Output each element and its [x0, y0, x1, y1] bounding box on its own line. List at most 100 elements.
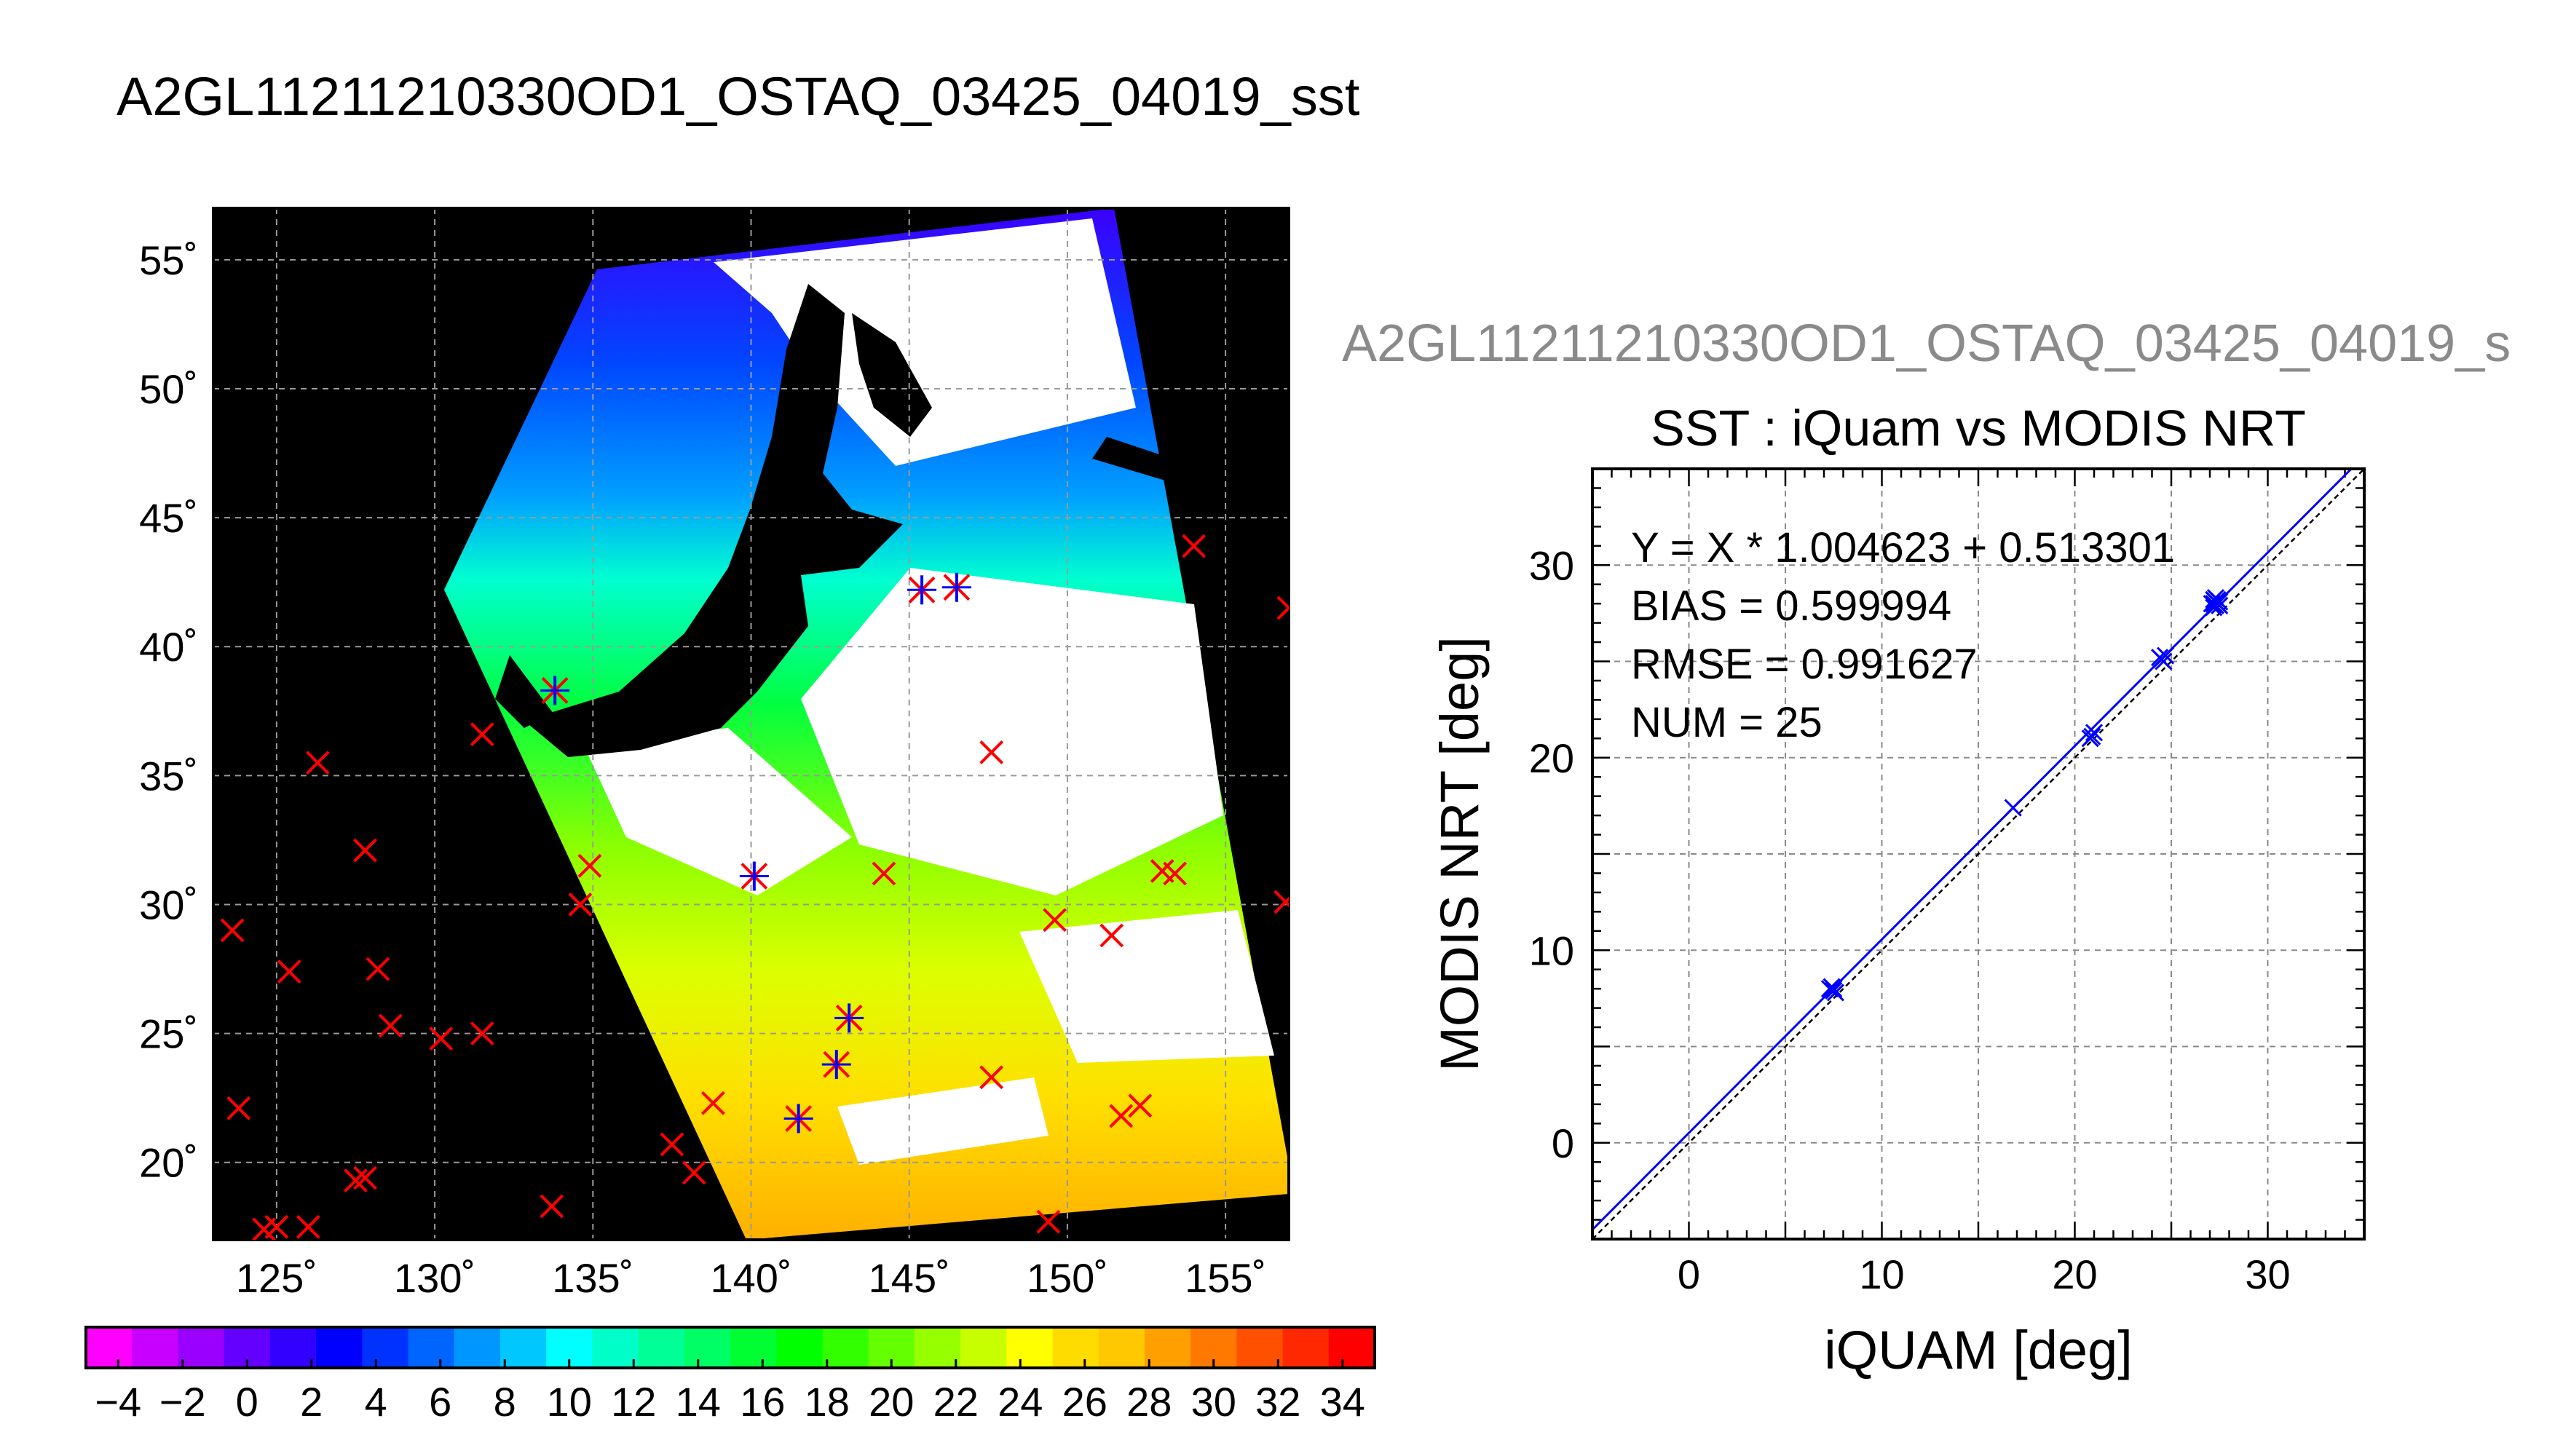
scatter-y-tick-label: 30: [1529, 542, 1574, 588]
scatter-point: [2151, 649, 2169, 667]
colorbar-cell: [269, 1327, 317, 1368]
colorbar-cell: [638, 1327, 685, 1368]
scatter-annotations: Y = X * 1.004623 + 0.513301 BIAS = 0.5999…: [1631, 524, 2175, 746]
iquam-marker: [660, 1132, 684, 1157]
matchup-marker: [834, 1003, 864, 1033]
colorbar-cell: [914, 1327, 961, 1368]
scatter-x-tick-labels: 0 10 20 30: [1678, 1251, 2291, 1297]
iquam-marker: [296, 1214, 320, 1239]
colorbar-cell: [822, 1327, 869, 1368]
iquam-marker: [577, 853, 602, 878]
map-lon-tick-label: 140˚: [710, 1255, 791, 1301]
colorbar-tick-label: 8: [494, 1379, 516, 1425]
colorbar-cell: [1282, 1327, 1330, 1368]
scatter-annotation: RMSE = 0.991627: [1631, 641, 1978, 688]
regression-line: [1592, 469, 2353, 1231]
matchup-marker: [540, 676, 570, 705]
scatter-y-axis-label: MODIS NRT [deg]: [1429, 636, 1490, 1072]
map-lon-tick-label: 155˚: [1185, 1255, 1266, 1301]
matchup-marker: [821, 1050, 851, 1080]
cloud-cover: [583, 218, 1274, 1165]
scatter-y-tick-label: 10: [1529, 927, 1574, 973]
iquam-marker: [264, 1214, 289, 1239]
iquam-marker: [220, 918, 245, 943]
colorbar-cell: [408, 1327, 455, 1368]
iquam-marker: [470, 722, 494, 747]
colorbar-tick-label: 18: [805, 1379, 850, 1425]
identity-line: [1592, 469, 2364, 1239]
matchup-marker: [907, 575, 937, 605]
map-lon-tick-label: 135˚: [552, 1255, 633, 1301]
iquam-marker: [1036, 1209, 1061, 1234]
colorbar-cell: [132, 1327, 179, 1368]
scatter-annotation: NUM = 25: [1631, 699, 1823, 746]
colorbar-tick-label: 2: [300, 1379, 323, 1425]
colorbar-cells: [86, 1327, 1375, 1368]
colorbar-tick-label: 34: [1320, 1379, 1365, 1425]
map-lat-tick-label: 25˚: [139, 1011, 198, 1057]
colorbar-cell: [362, 1327, 409, 1368]
matchup-marker: [783, 1104, 813, 1133]
iquam-marker: [540, 1194, 564, 1219]
iquam-marker: [872, 861, 896, 886]
map-lon-tick-labels: 125˚ 130˚ 135˚ 140˚ 145˚ 150˚ 155˚: [236, 1255, 1266, 1301]
iquam-marker: [344, 1168, 368, 1192]
scatter-title: SST : iQuam vs MODIS NRT: [1651, 400, 2306, 456]
colorbar-tick-label: −4: [95, 1379, 141, 1425]
iquam-marker: [470, 1021, 494, 1046]
colorbar-tick-label: 22: [933, 1379, 979, 1425]
iquam-marker: [568, 893, 593, 917]
colorbar-cell: [1144, 1327, 1191, 1368]
scatter-annotation: Y = X * 1.004623 + 0.513301: [1631, 524, 2175, 571]
colorbar-frame: [84, 1326, 1376, 1369]
iquam-marker: [378, 1013, 403, 1038]
scatter-y-tick-label: 0: [1552, 1120, 1574, 1166]
map-lat-tick-label: 30˚: [139, 882, 198, 927]
iquam-marker: [1273, 890, 1289, 914]
scatter-super-title: A2GL11211210330OD1_OSTAQ_03425_04019_s: [1342, 314, 2511, 373]
colorbar-cell: [960, 1327, 1007, 1368]
scatter-point: [1826, 984, 1844, 1002]
map-lat-tick-label: 50˚: [139, 366, 198, 412]
colorbar-cell: [776, 1327, 824, 1368]
colorbar-cell: [592, 1327, 639, 1368]
iquam-marker: [353, 1166, 377, 1190]
iquam-marker: [979, 1065, 1004, 1090]
iquam-marker: [277, 960, 301, 984]
map-frame: [212, 207, 1290, 1241]
map-lat-tick-label: 55˚: [139, 237, 198, 283]
scatter-point: [2004, 799, 2022, 817]
colorbar-cell: [454, 1327, 501, 1368]
iquam-marker: [305, 751, 330, 775]
colorbar-cell: [1052, 1327, 1099, 1368]
map-lon-tick-label: 145˚: [869, 1255, 950, 1301]
colorbar-cell: [1098, 1327, 1145, 1368]
colorbar-tick-label: 10: [547, 1379, 592, 1425]
iquam-marker: [1163, 861, 1188, 886]
sst-map: 125˚ 130˚ 135˚ 140˚ 145˚ 150˚ 155˚ 20˚ 25˚ 30˚ 35…: [139, 207, 1290, 1301]
colorbar-tick-label: −2: [159, 1379, 206, 1425]
iquam-marker: [1099, 923, 1124, 948]
colorbar-cell: [86, 1327, 133, 1368]
colorbar-cell: [684, 1327, 731, 1368]
map-lat-tick-label: 45˚: [139, 495, 198, 541]
colorbar-cell: [1328, 1327, 1375, 1368]
scatter-plot: SST : iQuam vs MODIS NRT 0 10 20 30 0 10 20 30…: [1429, 400, 2366, 1380]
map-lat-tick-label: 40˚: [139, 624, 198, 670]
map-lat-tick-labels: 20˚ 25˚ 30˚ 35˚ 40˚ 45˚ 50˚ 55˚: [139, 237, 198, 1186]
colorbar-tick-label: 14: [676, 1379, 721, 1425]
colorbar-cell: [316, 1327, 363, 1368]
colorbar-tick-label: 12: [611, 1379, 656, 1425]
scatter-x-axis-label: iQUAM [deg]: [1824, 1320, 2133, 1380]
colorbar-tick-label: 28: [1126, 1379, 1172, 1425]
colorbar-tick-label: 6: [429, 1379, 451, 1425]
colorbar-tick-label: 32: [1255, 1379, 1300, 1425]
iquam-marker: [1109, 1104, 1134, 1128]
iquam-marker: [700, 1091, 725, 1115]
colorbar-tick-label: 4: [365, 1379, 387, 1425]
scatter-x-tick-label: 10: [1859, 1251, 1904, 1297]
colorbar-cell: [1236, 1327, 1284, 1368]
map-grid: [213, 208, 1289, 1240]
iquam-marker: [366, 957, 390, 981]
